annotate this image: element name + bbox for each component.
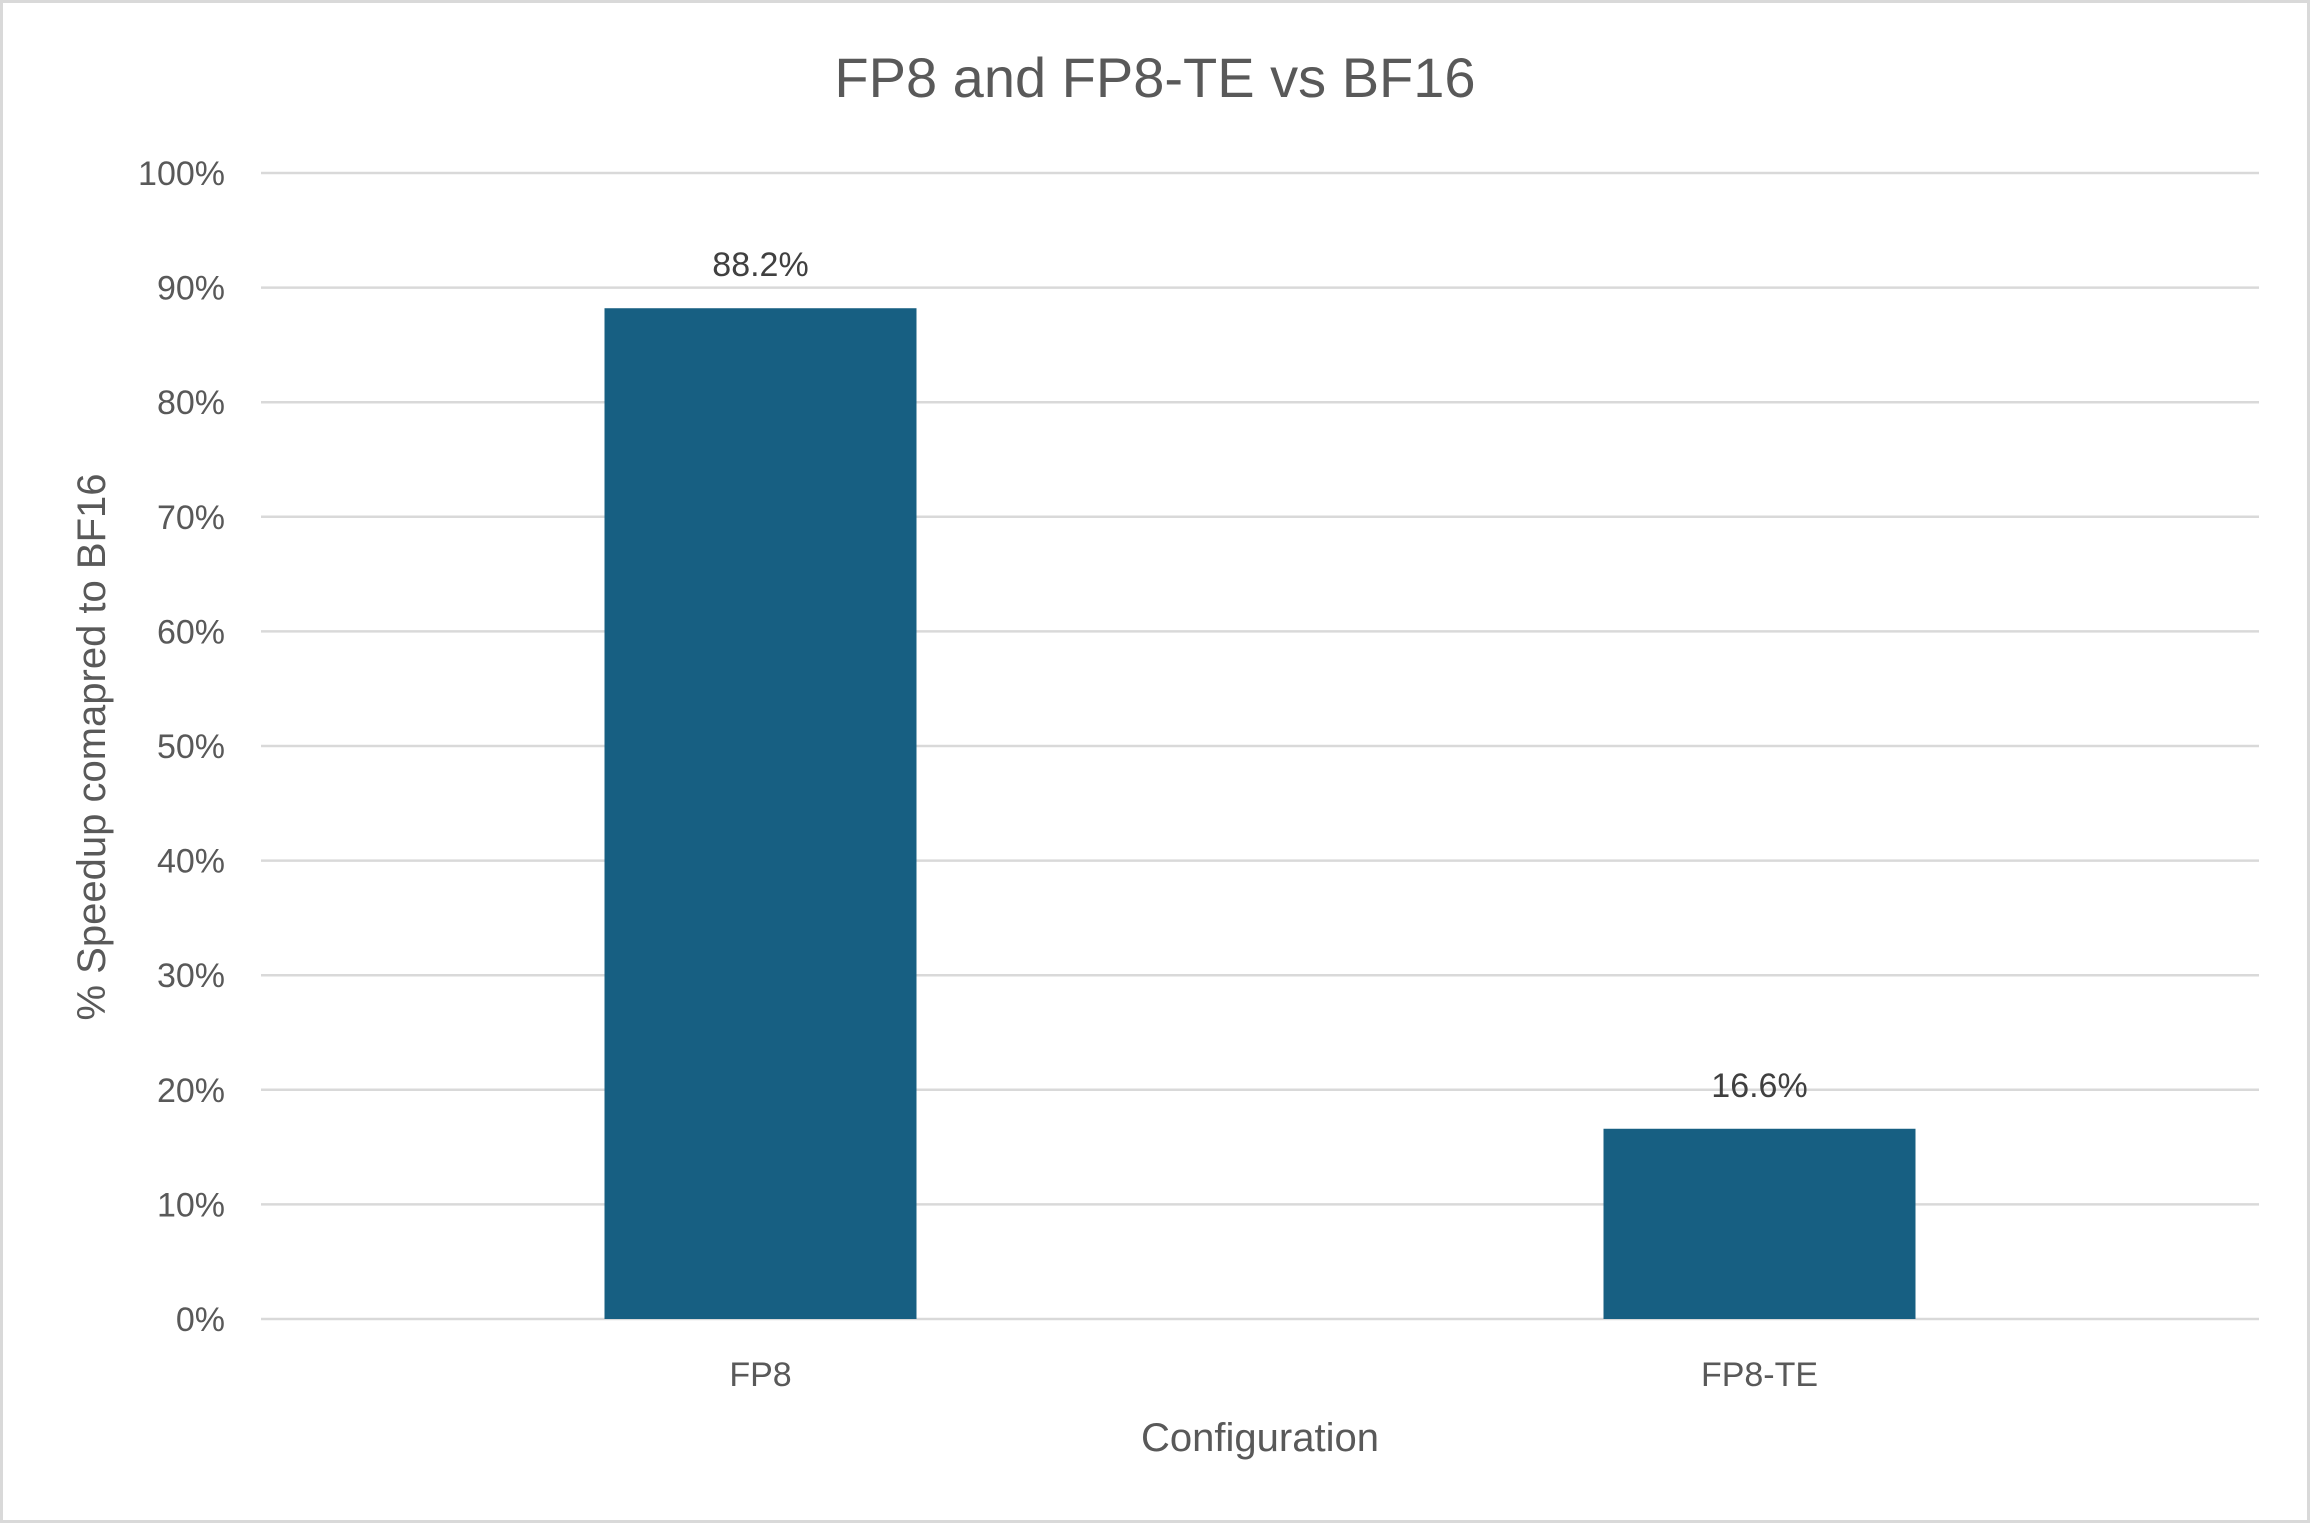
y-tick-label: 80% [157, 384, 225, 422]
y-tick-label: 30% [157, 957, 225, 995]
y-tick-label: 90% [157, 270, 225, 308]
gridlines [261, 171, 2259, 1321]
y-tick-label: 20% [157, 1072, 225, 1110]
chart-title: FP8 and FP8-TE vs BF16 [834, 46, 1475, 109]
x-tick-label: FP8 [729, 1356, 791, 1394]
x-tick-label: FP8-TE [1701, 1356, 1818, 1394]
x-axis-ticks: FP8 FP8-TE [729, 1356, 1818, 1394]
y-tick-label: 0% [176, 1301, 225, 1339]
bar-fp8-te [1603, 1128, 1916, 1319]
y-tick-label: 50% [157, 728, 225, 766]
bar-fp8 [604, 308, 917, 1319]
data-label: 88.2% [712, 246, 808, 284]
data-label: 16.6% [1711, 1067, 1807, 1105]
bar-chart: FP8 and FP8-TE vs BF16 0% 10% 20% 30% 40% 50%… [70, 46, 2259, 1460]
bars [604, 308, 1916, 1319]
y-tick-label: 70% [157, 499, 225, 537]
y-axis-title: % Speedup comapred to BF16 [70, 473, 114, 1020]
data-labels: 88.2% 16.6% [712, 246, 1807, 1105]
x-axis-title: Configuration [1141, 1416, 1379, 1460]
y-tick-label: 10% [157, 1186, 225, 1224]
y-axis-ticks: 0% 10% 20% 30% 40% 50% 60% 70% 80% 90% 100% [138, 155, 225, 1339]
y-tick-label: 60% [157, 613, 225, 651]
y-tick-label: 100% [138, 155, 225, 193]
y-tick-label: 40% [157, 843, 225, 881]
